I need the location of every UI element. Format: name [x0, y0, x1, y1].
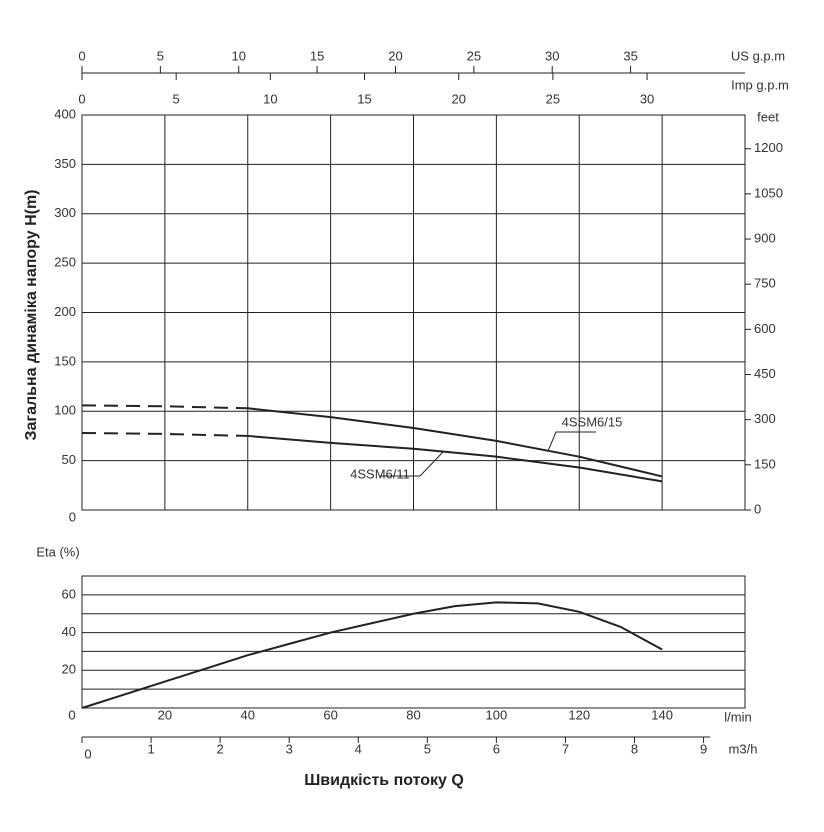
x-tick-label: 80: [406, 707, 420, 722]
top-axis-tick-label: 5: [157, 48, 164, 63]
top-axis-tick-label: 15: [357, 91, 371, 106]
y-tick-label: 350: [54, 156, 76, 171]
imp-gpm-label: Imp g.p.m: [731, 77, 789, 92]
y2-tick-label: 750: [754, 276, 776, 291]
top-axis-tick-label: 0: [78, 91, 85, 106]
y-tick-label: 0: [69, 509, 76, 524]
eta-curve: [81, 601, 663, 709]
top-axis-tick-label: 10: [263, 91, 277, 106]
m3h-label: m3/h: [729, 741, 758, 756]
lmin-label: l/min: [724, 709, 751, 724]
y2-tick-label: 450: [754, 366, 776, 381]
eta-tick-label: 60: [62, 586, 76, 601]
top-axis-tick-label: 15: [310, 48, 324, 63]
top-axis-tick-label: 30: [545, 48, 559, 63]
y-tick-label: 50: [62, 452, 76, 467]
m3h-tick-label: 2: [217, 741, 224, 756]
y2-tick-label: 0: [754, 501, 761, 516]
top-axis-tick-label: 30: [640, 91, 654, 106]
top-axis-tick-label: 20: [388, 48, 402, 63]
series-label: 4SSM6/11: [350, 466, 410, 481]
top-axis-tick-label: 5: [173, 91, 180, 106]
y2-tick-label: 300: [754, 411, 776, 426]
eta-tick-label: 20: [62, 662, 76, 677]
x-tick-label: 60: [323, 707, 337, 722]
top-axis-tick-label: 10: [232, 48, 246, 63]
y2-tick-label: 1200: [754, 140, 783, 155]
leader-line: [380, 451, 444, 477]
x-tick-label: 20: [158, 707, 172, 722]
x-tick-label: 40: [241, 707, 255, 722]
x-tick-label: 100: [486, 707, 508, 722]
x-tick-label: 140: [651, 707, 673, 722]
x-axis-label: Швидкість потоку Q: [304, 772, 464, 789]
y-axis-label: Загальна динаміка напору H(m): [23, 189, 40, 440]
m3h-tick-label: 1: [147, 741, 154, 756]
y-tick-label: 250: [54, 255, 76, 270]
y2-axis-label: feet: [757, 109, 779, 124]
top-axis-tick-label: 25: [546, 91, 560, 106]
curve-dashed: [81, 431, 248, 437]
curve: [247, 434, 663, 483]
x-tick-label: 120: [568, 707, 590, 722]
m3h-tick-label: 3: [286, 741, 293, 756]
m3h-tick-label: 4: [355, 741, 362, 756]
eta-plot-frame: [81, 575, 746, 709]
y2-tick-label: 150: [754, 456, 776, 471]
curve-dashed: [81, 404, 248, 410]
y-tick-label: 300: [54, 205, 76, 220]
x-tick-label: 0: [68, 707, 75, 722]
eta-axis-label: Eta (%): [36, 544, 79, 559]
y-tick-label: 400: [54, 106, 76, 121]
y2-tick-label: 600: [754, 321, 776, 336]
y2-tick-label: 1050: [754, 185, 783, 200]
top-axis-tick-label: 35: [623, 48, 637, 63]
m3h-tick-label: 7: [562, 741, 569, 756]
m3h-tick-label: 8: [631, 741, 638, 756]
top-axis-tick-label: 0: [78, 48, 85, 63]
top-axis-tick-label: 25: [467, 48, 481, 63]
eta-tick-label: 40: [62, 624, 76, 639]
m3h-tick-label: 6: [493, 741, 500, 756]
y-tick-label: 150: [54, 353, 76, 368]
y-tick-label: 100: [54, 403, 76, 418]
series-label: 4SSM6/15: [562, 414, 623, 429]
curve: [247, 407, 663, 478]
m3h-tick-label: 0: [84, 746, 91, 761]
m3h-tick-label: 5: [424, 741, 431, 756]
top-axis-tick-label: 20: [451, 91, 465, 106]
leader-line: [547, 431, 596, 452]
y-tick-label: 200: [54, 304, 76, 319]
y2-tick-label: 900: [754, 230, 776, 245]
us-gpm-label: US g.p.m: [731, 48, 785, 63]
m3h-tick-label: 9: [700, 741, 707, 756]
